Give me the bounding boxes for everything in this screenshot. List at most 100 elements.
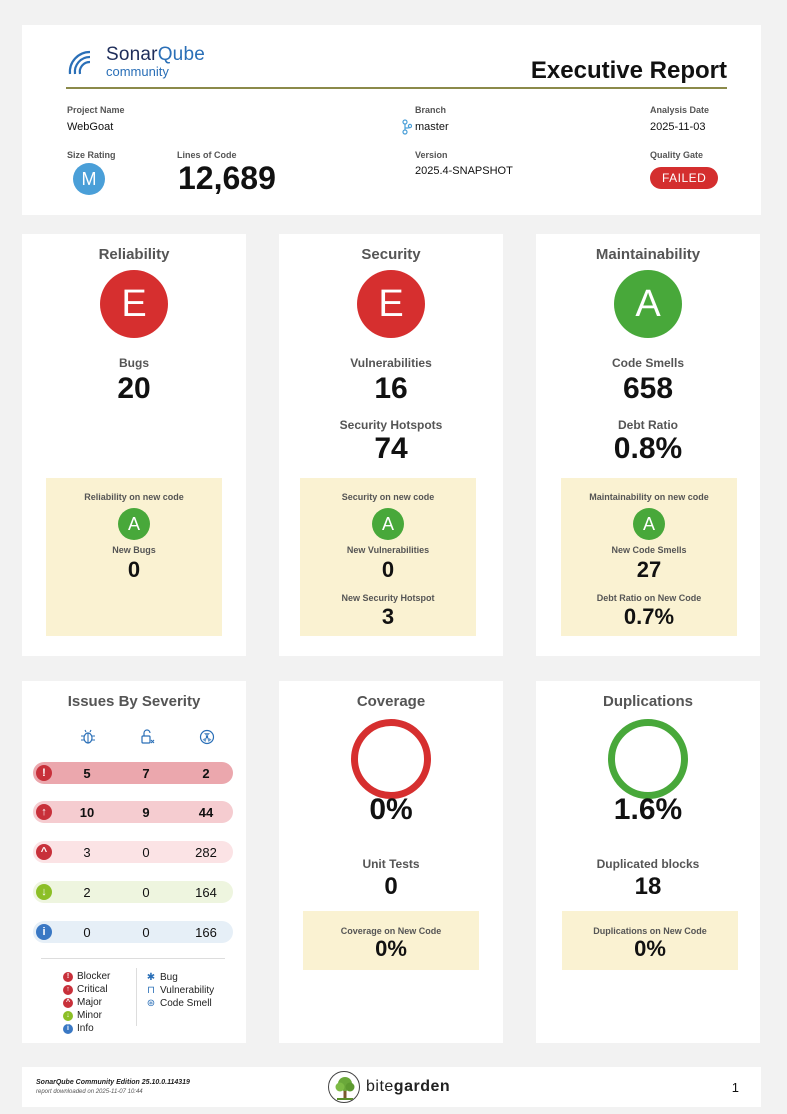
project-name-label: Project Name <box>67 105 125 115</box>
new-code-smells-value: 27 <box>636 557 662 582</box>
coverage-card: Coverage 0% Unit Tests 0 Coverage on New… <box>279 681 503 1043</box>
severity-row-info: i 0 0 166 <box>33 921 233 943</box>
reliability-title: Reliability <box>98 246 170 263</box>
reliability-new-grade: A <box>118 508 150 540</box>
new-vulnerabilities-label: New Vulnerabilities <box>346 545 430 555</box>
security-new-label: Security on new code <box>341 492 435 502</box>
reliability-grade: E <box>100 270 168 338</box>
duplications-title: Duplications <box>602 693 693 710</box>
info-vulnerabilities: 0 <box>142 925 150 940</box>
bugs-value: 20 <box>117 372 151 405</box>
edition-text: SonarQube Community Edition 25.10.0.1143… <box>36 1079 190 1086</box>
brand-text-b: garden <box>393 1078 451 1095</box>
branch-icon <box>402 119 412 135</box>
loc-label: Lines of Code <box>177 150 237 160</box>
legend-blocker-icon: ! <box>63 971 73 982</box>
coverage-value: 0% <box>369 793 413 826</box>
maintainability-new-grade: A <box>633 508 665 540</box>
security-new-grade: A <box>372 508 404 540</box>
vulnerabilities-label: Vulnerabilities <box>350 356 432 370</box>
minor-vulnerabilities: 0 <box>142 885 150 900</box>
vulnerability-icon <box>137 729 157 748</box>
legend-code-smell: ⊛ Code Smell <box>146 998 212 1009</box>
security-card: Security E Vulnerabilities 16 Security H… <box>279 234 503 656</box>
new-hotspot-label: New Security Hotspot <box>341 593 435 603</box>
major-icon: ^ <box>36 844 52 860</box>
legend-vulnerability-icon: ⊓ <box>147 985 155 996</box>
legend-bug: ✱ Bug <box>146 972 178 983</box>
code-smells-value: 658 <box>622 372 674 405</box>
duplicated-blocks-label: Duplicated blocks <box>596 857 700 871</box>
legend-minor-icon: ↓ <box>63 1010 73 1021</box>
size-rating-badge: M <box>73 163 105 195</box>
critical-vulnerabilities: 9 <box>142 805 150 820</box>
major-bugs: 3 <box>83 845 91 860</box>
duplications-new-label: Duplications on New Code <box>593 926 707 936</box>
duplications-new-value: 0% <box>634 936 666 961</box>
debt-ratio-label: Debt Ratio <box>618 418 678 432</box>
quality-gate-label: Quality Gate <box>650 150 704 160</box>
legend-vulnerability: ⊓ Vulnerability <box>147 985 215 996</box>
page-number: 1 <box>731 1080 739 1095</box>
new-debt-ratio-value: 0.7% <box>623 604 675 629</box>
header-divider <box>66 87 727 89</box>
branch-label: Branch <box>415 105 447 115</box>
critical-code-smells: 44 <box>198 805 214 820</box>
legend-info-icon: i <box>63 1023 73 1034</box>
tree-icon <box>328 1071 360 1103</box>
vulnerabilities-value: 16 <box>374 372 408 405</box>
maintainability-new-label: Maintainability on new code <box>589 492 709 502</box>
report-title: Executive Report <box>530 57 727 84</box>
reliability-card: Reliability E Bugs 20 Reliability on new… <box>22 234 246 656</box>
blocker-icon: ! <box>36 765 52 781</box>
critical-icon: ↑ <box>36 804 52 820</box>
reliability-new-label: Reliability on new code <box>84 492 184 502</box>
sonarqube-logo: SonarQube community <box>66 45 205 78</box>
maintainability-card: Maintainability A Code Smells 658 Debt R… <box>536 234 760 656</box>
info-code-smells: 166 <box>195 925 217 940</box>
info-icon: i <box>36 924 52 940</box>
legend-divider <box>41 958 225 959</box>
legend-code-smell-icon: ⊛ <box>146 998 156 1009</box>
coverage-new-code: Coverage on New Code 0% <box>303 911 479 970</box>
debt-ratio-value: 0.8% <box>613 432 683 465</box>
security-new-code: Security on new code A New Vulnerabiliti… <box>300 478 476 636</box>
legend-major-icon: ^ <box>63 997 73 1008</box>
duplications-value: 1.6% <box>613 793 683 826</box>
branch-value: master <box>415 121 449 133</box>
project-name: WebGoat <box>67 121 114 133</box>
legend-separator <box>136 968 137 1026</box>
new-bugs-value: 0 <box>127 557 141 582</box>
brand-text-a: bite <box>366 1078 394 1095</box>
legend-info: i Info <box>63 1023 94 1034</box>
reliability-new-code: Reliability on new code A New Bugs 0 <box>46 478 222 636</box>
severity-row-minor: ↓ 2 0 164 <box>33 881 233 903</box>
unit-tests-label: Unit Tests <box>362 857 420 871</box>
new-bugs-label: New Bugs <box>112 545 156 555</box>
duplications-new-code: Duplications on New Code 0% <box>562 911 738 970</box>
severity-row-critical: ↑ 10 9 44 <box>33 801 233 823</box>
severity-title: Issues By Severity <box>67 693 201 710</box>
maintainability-grade: A <box>614 270 682 338</box>
unit-tests-value: 0 <box>384 873 398 900</box>
security-title: Security <box>361 246 421 263</box>
minor-bugs: 2 <box>83 885 91 900</box>
logo-text-a: Sonar <box>106 44 158 65</box>
coverage-title: Coverage <box>356 693 426 710</box>
size-rating-label: Size Rating <box>67 150 116 160</box>
major-code-smells: 282 <box>195 845 217 860</box>
version-value: 2025.4-SNAPSHOT <box>415 165 513 177</box>
duplicated-blocks-value: 18 <box>634 873 662 900</box>
legend-blocker: ! Blocker <box>63 971 110 982</box>
severity-row-blocker: ! 5 7 2 <box>33 762 233 784</box>
new-code-smells-label: New Code Smells <box>611 545 687 555</box>
bug-icon <box>78 729 98 748</box>
security-grade: E <box>357 270 425 338</box>
code-smell-icon <box>197 729 217 748</box>
major-vulnerabilities: 0 <box>142 845 150 860</box>
code-smells-label: Code Smells <box>611 356 685 370</box>
duplications-ring <box>608 719 688 799</box>
download-text: report downloaded on 2025-11-07 10:44 <box>36 1089 143 1095</box>
legend-critical: ↑ Critical <box>63 984 108 995</box>
bitegarden-logo: bitegarden <box>328 1071 450 1103</box>
